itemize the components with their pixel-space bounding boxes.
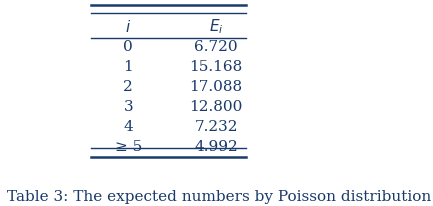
Text: 2: 2 — [123, 80, 133, 94]
Text: 12.800: 12.800 — [189, 100, 243, 114]
Text: $E_i$: $E_i$ — [209, 17, 223, 36]
Text: $i$: $i$ — [125, 19, 131, 35]
Text: ≥ 5: ≥ 5 — [115, 140, 142, 154]
Text: 15.168: 15.168 — [190, 60, 243, 74]
Text: 3: 3 — [123, 100, 133, 114]
Text: 1: 1 — [123, 60, 133, 74]
Text: 0: 0 — [123, 40, 133, 54]
Text: 6.720: 6.720 — [194, 40, 238, 54]
Text: 4.992: 4.992 — [194, 140, 238, 154]
Text: 4: 4 — [123, 120, 133, 134]
Text: 17.088: 17.088 — [190, 80, 242, 94]
Text: Table 3: The expected numbers by Poisson distribution: Table 3: The expected numbers by Poisson… — [7, 190, 431, 204]
Text: 7.232: 7.232 — [194, 120, 238, 134]
